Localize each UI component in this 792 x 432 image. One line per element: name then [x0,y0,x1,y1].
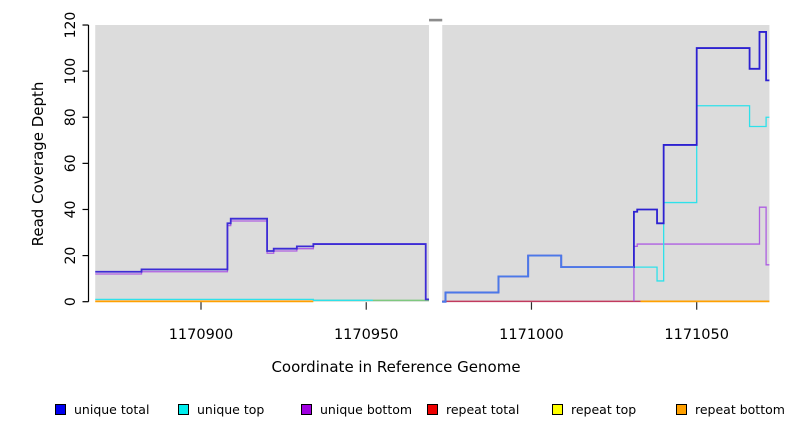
series-unique-total-overlay [442,254,634,303]
x-axis-label: Coordinate in Reference Genome [271,358,521,376]
legend-item-unique-total: unique total [55,399,149,419]
panel-right [442,25,770,302]
y-tick-label: 20 [63,247,79,265]
legend-swatch [427,403,438,415]
x-tick-label: 1171000 [499,327,564,343]
legend-swatch [552,403,563,415]
y-tick-label: 60 [63,154,79,172]
legend-item-unique-top: unique top [178,399,264,419]
gap-top-dash [429,18,443,22]
y-tick-label: 100 [63,58,79,85]
y-axis-label: Read Coverage Depth [29,81,47,247]
legend-label: repeat bottom [695,401,785,417]
legend-swatch [301,403,312,415]
series-unique-bottom-right [633,206,770,302]
y-tick-label: 0 [63,297,79,306]
y-tick-label: 120 [63,12,79,39]
legend-item-unique-bottom: unique bottom [301,399,412,419]
y-tick-label: 40 [63,201,79,219]
legend-item-repeat-top: repeat top [552,399,636,419]
legend-item-repeat-total: repeat total [427,399,519,419]
legend-label: unique bottom [320,401,413,417]
legend-label: unique total [74,401,150,417]
series-unique-total-left [95,217,430,301]
legend: unique total unique top unique bottom repea… [0,399,792,423]
legend-swatch [55,403,66,415]
x-tick-label: 1171050 [664,327,729,343]
x-tick-label: 1170950 [334,327,399,343]
x-tick-label: 1170900 [169,327,234,343]
series-unique-top-left [95,298,373,301]
y-tick-label: 80 [63,108,79,126]
legend-swatch [178,403,189,415]
legend-label: repeat total [446,401,520,417]
legend-item-repeat-bottom: repeat bottom [676,399,785,419]
legend-label: repeat top [571,401,637,417]
legend-swatch [676,403,687,415]
legend-label: unique top [197,401,265,417]
panel-left [95,25,430,302]
